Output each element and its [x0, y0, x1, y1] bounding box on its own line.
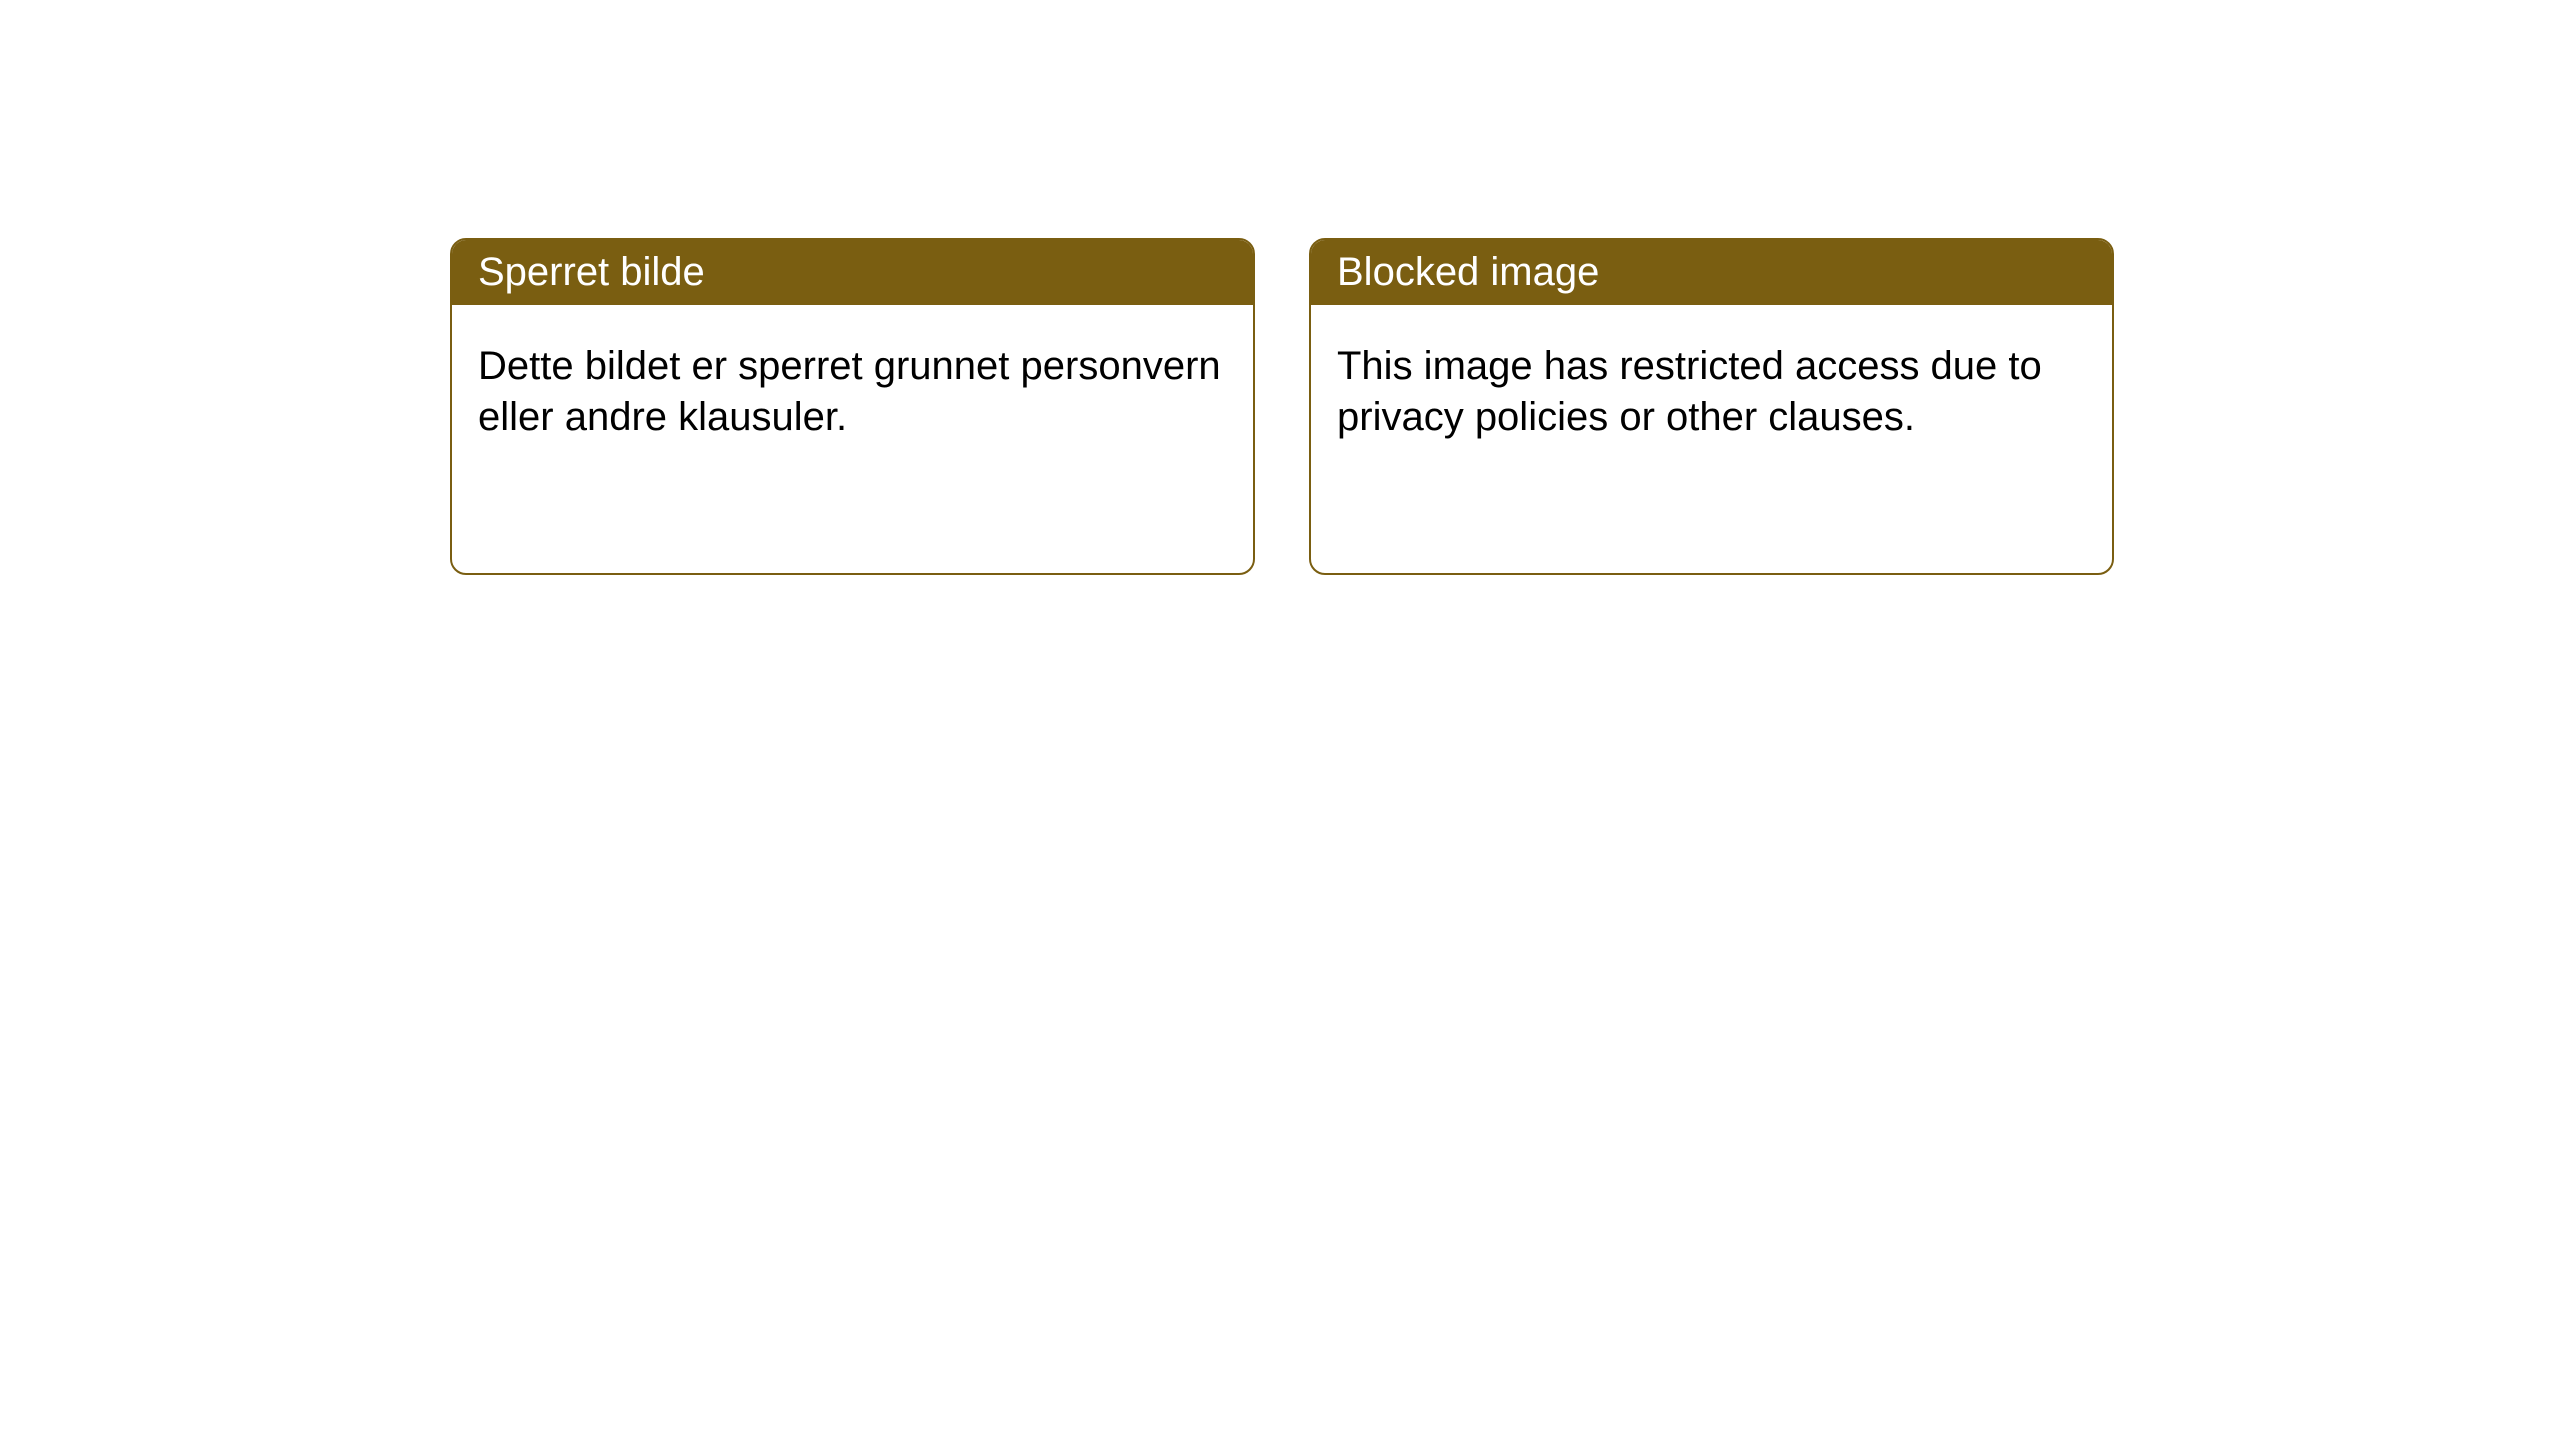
blocked-image-notices: Sperret bilde Dette bildet er sperret gr…	[450, 238, 2560, 575]
notice-card-english: Blocked image This image has restricted …	[1309, 238, 2114, 575]
notice-title: Blocked image	[1311, 240, 2112, 305]
notice-card-norwegian: Sperret bilde Dette bildet er sperret gr…	[450, 238, 1255, 575]
notice-title: Sperret bilde	[452, 240, 1253, 305]
notice-body: This image has restricted access due to …	[1311, 305, 2112, 469]
notice-body: Dette bildet er sperret grunnet personve…	[452, 305, 1253, 469]
